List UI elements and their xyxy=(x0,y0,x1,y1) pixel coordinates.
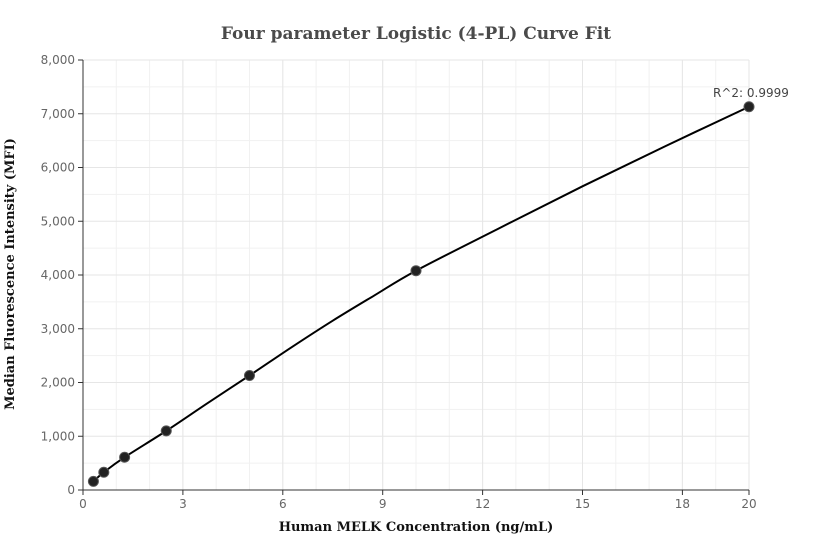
data-point[interactable] xyxy=(160,425,172,437)
x-tick-label: 18 xyxy=(675,497,690,511)
data-points xyxy=(87,101,755,487)
y-tick-label: 5,000 xyxy=(41,214,75,228)
x-axis-ticks: 0 3 6 9 12 15 18 20 xyxy=(79,490,757,511)
y-tick-label: 3,000 xyxy=(41,322,75,336)
grid xyxy=(83,59,750,490)
y-tick-label: 1,000 xyxy=(41,429,75,443)
data-point[interactable] xyxy=(98,466,110,478)
data-point[interactable] xyxy=(87,475,99,487)
r-squared-annotation: R^2: 0.9999 xyxy=(713,86,789,100)
y-tick-label: 7,000 xyxy=(41,107,75,121)
x-tick-label: 9 xyxy=(379,497,387,511)
y-tick-label: 0 xyxy=(67,483,75,497)
chart-title: Four parameter Logistic (4-PL) Curve Fit xyxy=(221,24,611,44)
x-tick-label: 12 xyxy=(475,497,490,511)
fit-curve xyxy=(92,105,750,483)
x-tick-label: 6 xyxy=(279,497,287,511)
data-point[interactable] xyxy=(743,101,755,113)
data-point[interactable] xyxy=(244,370,255,382)
y-axis-ticks: 0 1,000 2,000 3,000 4,000 5,000 6,000 7,000 8,00… xyxy=(41,53,83,497)
x-tick-label: 20 xyxy=(741,497,756,511)
annotations: R^2: 0.9999 xyxy=(713,86,789,100)
data-point[interactable] xyxy=(410,265,422,277)
y-axis-title: Median Fluorescence Intensity (MFI) xyxy=(3,138,18,410)
y-tick-label: 2,000 xyxy=(41,376,75,390)
y-tick-label: 6,000 xyxy=(41,161,75,175)
x-tick-label: 15 xyxy=(575,497,590,511)
y-tick-label: 8,000 xyxy=(41,53,75,67)
y-tick-label: 4,000 xyxy=(41,268,75,282)
data-point[interactable] xyxy=(119,451,131,463)
x-tick-label: 3 xyxy=(179,497,187,511)
x-tick-label: 0 xyxy=(79,497,87,511)
x-axis-title: Human MELK Concentration (ng/mL) xyxy=(279,520,554,535)
